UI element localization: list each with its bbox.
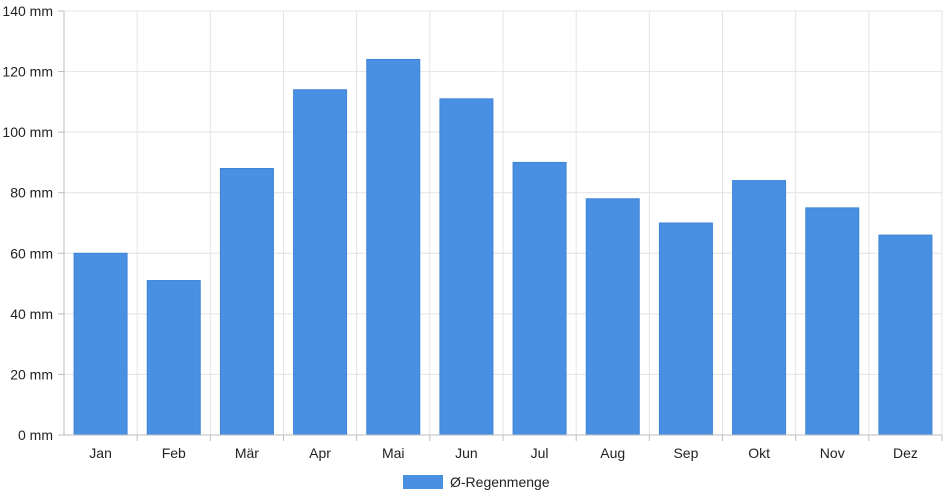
x-tick-label: Jan [89,445,112,461]
y-tick-label: 120 mm [2,64,53,80]
bar-8[interactable] [658,222,713,436]
x-tick-label: Mai [382,445,405,461]
x-tick-label: Apr [309,445,331,461]
y-tick-label: 100 mm [2,124,53,140]
grid-lines [64,10,943,435]
y-tick-label: 0 mm [18,427,53,443]
y-tick-label: 80 mm [10,185,53,201]
bars-group [73,58,933,436]
bar-3[interactable] [293,89,348,436]
x-tick-label: Okt [748,445,770,461]
bar-11[interactable] [878,234,933,436]
x-tick-label: Nov [820,445,845,461]
bar-5[interactable] [439,98,494,436]
bar-0[interactable] [73,252,128,436]
axes-group [58,10,943,441]
bar-1[interactable] [146,280,201,436]
x-tick-labels: Jan Feb Mär Apr Mai Jun Jul Aug Sep Okt Nov Dez [89,445,918,461]
x-tick-label: Jun [455,445,478,461]
x-tick-label: Sep [673,445,698,461]
x-tick-label: Dez [893,445,918,461]
y-tick-labels: 0 mm 20 mm 40 mm 60 mm 80 mm 100 mm 120 mm 140 … [2,3,53,443]
bar-2[interactable] [219,167,274,436]
y-tick-label: 60 mm [10,245,53,261]
x-tick-label: Mär [235,445,259,461]
bar-7[interactable] [585,198,640,436]
bar-6[interactable] [512,161,567,436]
y-tick-label: 140 mm [2,3,53,19]
y-tick-label: 20 mm [10,366,53,382]
bar-4[interactable] [366,58,421,436]
x-tick-label: Aug [600,445,625,461]
legend-swatch[interactable] [403,475,443,489]
bar-9[interactable] [732,180,787,436]
legend[interactable]: Ø-Regenmenge [403,474,550,490]
legend-label[interactable]: Ø-Regenmenge [450,474,550,490]
x-tick-label: Feb [162,445,186,461]
y-tick-label: 40 mm [10,306,53,322]
x-tick-label: Jul [531,445,549,461]
bar-10[interactable] [805,207,860,436]
